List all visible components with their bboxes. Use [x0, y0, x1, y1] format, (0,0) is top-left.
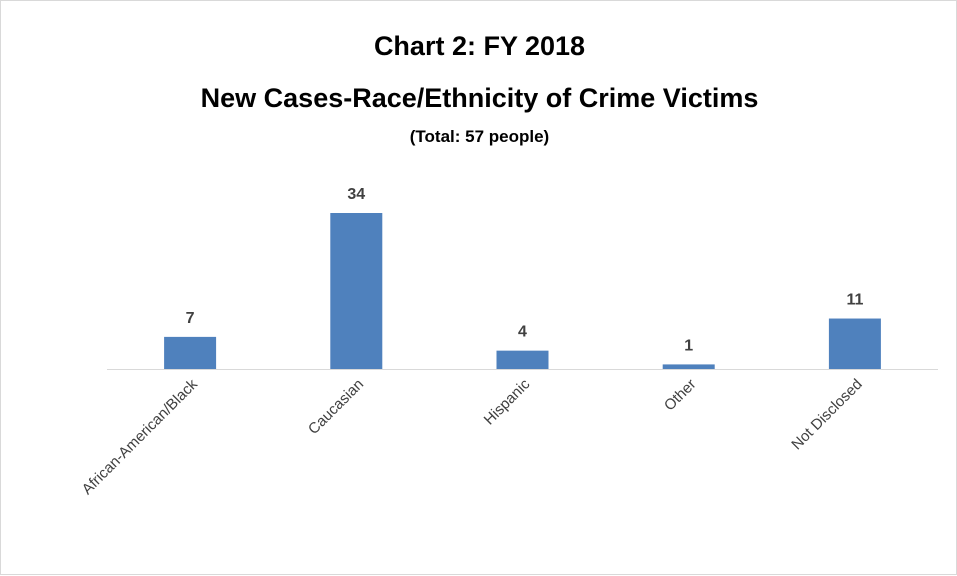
x-tick-label: Hispanic	[481, 375, 534, 428]
data-label: 11	[846, 292, 863, 309]
x-tick-label: Other	[661, 376, 700, 415]
data-label: 7	[186, 310, 195, 327]
bar-african-american-black	[164, 336, 217, 369]
bar-hispanic	[496, 350, 549, 369]
x-tick-label: Caucasian	[305, 376, 367, 438]
bar-other	[662, 364, 715, 369]
x-tick-label: African-American/Black	[79, 375, 202, 498]
bar-caucasian	[330, 213, 383, 369]
x-tick-label: Not Disclosed	[788, 376, 865, 453]
bar-not-disclosed	[828, 318, 881, 369]
chart-total-note: (Total: 57 people)	[409, 127, 550, 146]
data-label: 4	[518, 324, 527, 341]
data-label: 1	[684, 337, 693, 354]
data-label: 34	[347, 186, 365, 203]
chart-title: Chart 2: FY 2018	[373, 31, 586, 61]
chart-subtitle: New Cases-Race/Ethnicity of Crime Victim…	[200, 83, 759, 113]
